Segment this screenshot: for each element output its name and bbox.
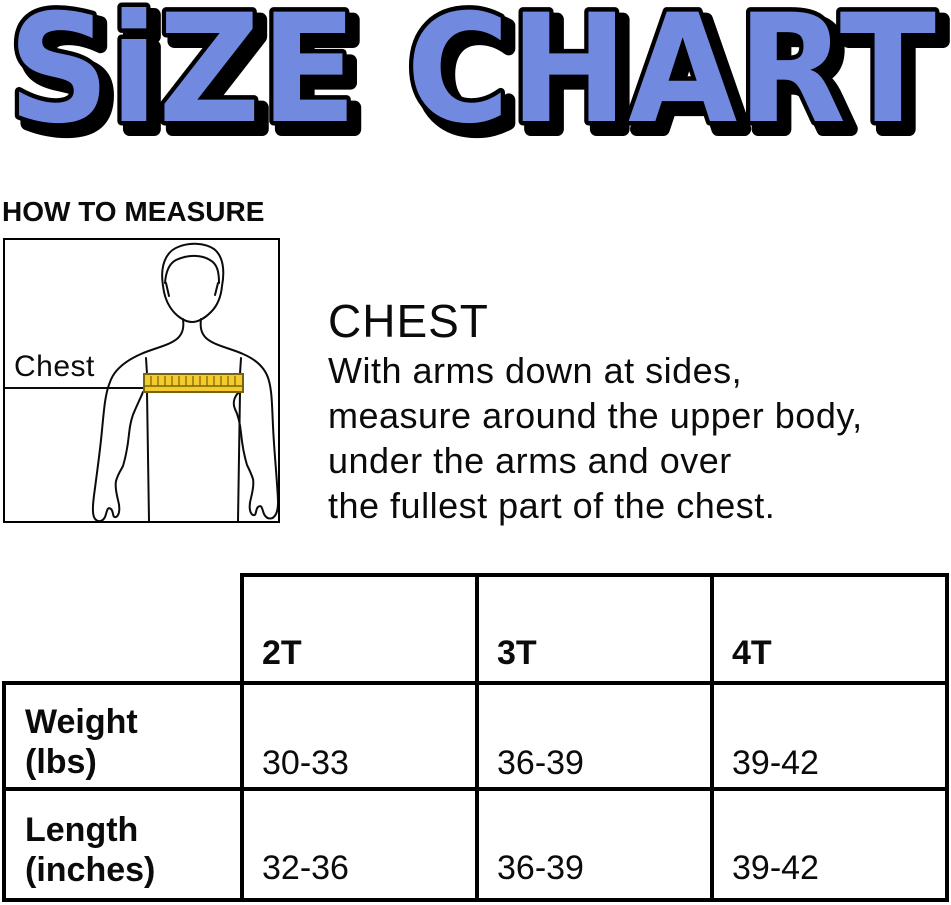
table-border-line bbox=[475, 573, 479, 902]
table-border-line bbox=[240, 573, 244, 902]
table-cell-length-4t: 39-42 bbox=[732, 849, 819, 887]
row-label-weight: Weight (lbs) bbox=[25, 702, 138, 782]
measurement-diagram: Chest bbox=[3, 238, 280, 523]
table-cell-length-3t: 36-39 bbox=[497, 849, 584, 887]
row-label-line: Weight bbox=[25, 703, 138, 741]
table-border-line bbox=[710, 573, 714, 902]
row-label-line: (lbs) bbox=[25, 743, 97, 781]
table-border-line bbox=[945, 573, 949, 902]
column-header-2t: 2T bbox=[262, 634, 302, 672]
table-border-line bbox=[2, 681, 6, 902]
chest-diagram-label: Chest bbox=[14, 350, 95, 383]
row-label-line: (inches) bbox=[25, 851, 156, 889]
table-cell-weight-2t: 30-33 bbox=[262, 744, 349, 782]
table-cell-weight-4t: 39-42 bbox=[732, 744, 819, 782]
table-cell-weight-3t: 36-39 bbox=[497, 744, 584, 782]
row-label-length: Length (inches) bbox=[25, 810, 155, 890]
row-label-line: Length bbox=[25, 811, 139, 849]
chest-instructions: CHEST With arms down at sides, measure a… bbox=[328, 294, 948, 528]
size-chart-title-shadow: SiZE CHART bbox=[16, 0, 944, 160]
chest-heading: CHEST bbox=[328, 295, 489, 347]
size-chart-title-art: SiZE CHART SiZE CHART bbox=[4, 0, 951, 160]
measuring-tape-icon bbox=[143, 373, 244, 393]
size-chart-title: SiZE CHART bbox=[8, 0, 936, 157]
table-border-line bbox=[240, 573, 949, 577]
table-cell-length-2t: 32-36 bbox=[262, 849, 349, 887]
how-to-measure-heading: HOW TO MEASURE bbox=[2, 196, 265, 227]
instruction-line: measure around the upper body, bbox=[328, 395, 863, 436]
person-figure-icon bbox=[5, 242, 278, 521]
instruction-line: With arms down at sides, bbox=[328, 350, 743, 391]
column-header-3t: 3T bbox=[497, 634, 537, 672]
instruction-line: under the arms and over bbox=[328, 440, 732, 481]
column-header-4t: 4T bbox=[732, 634, 772, 672]
instruction-line: the fullest part of the chest. bbox=[328, 485, 776, 526]
